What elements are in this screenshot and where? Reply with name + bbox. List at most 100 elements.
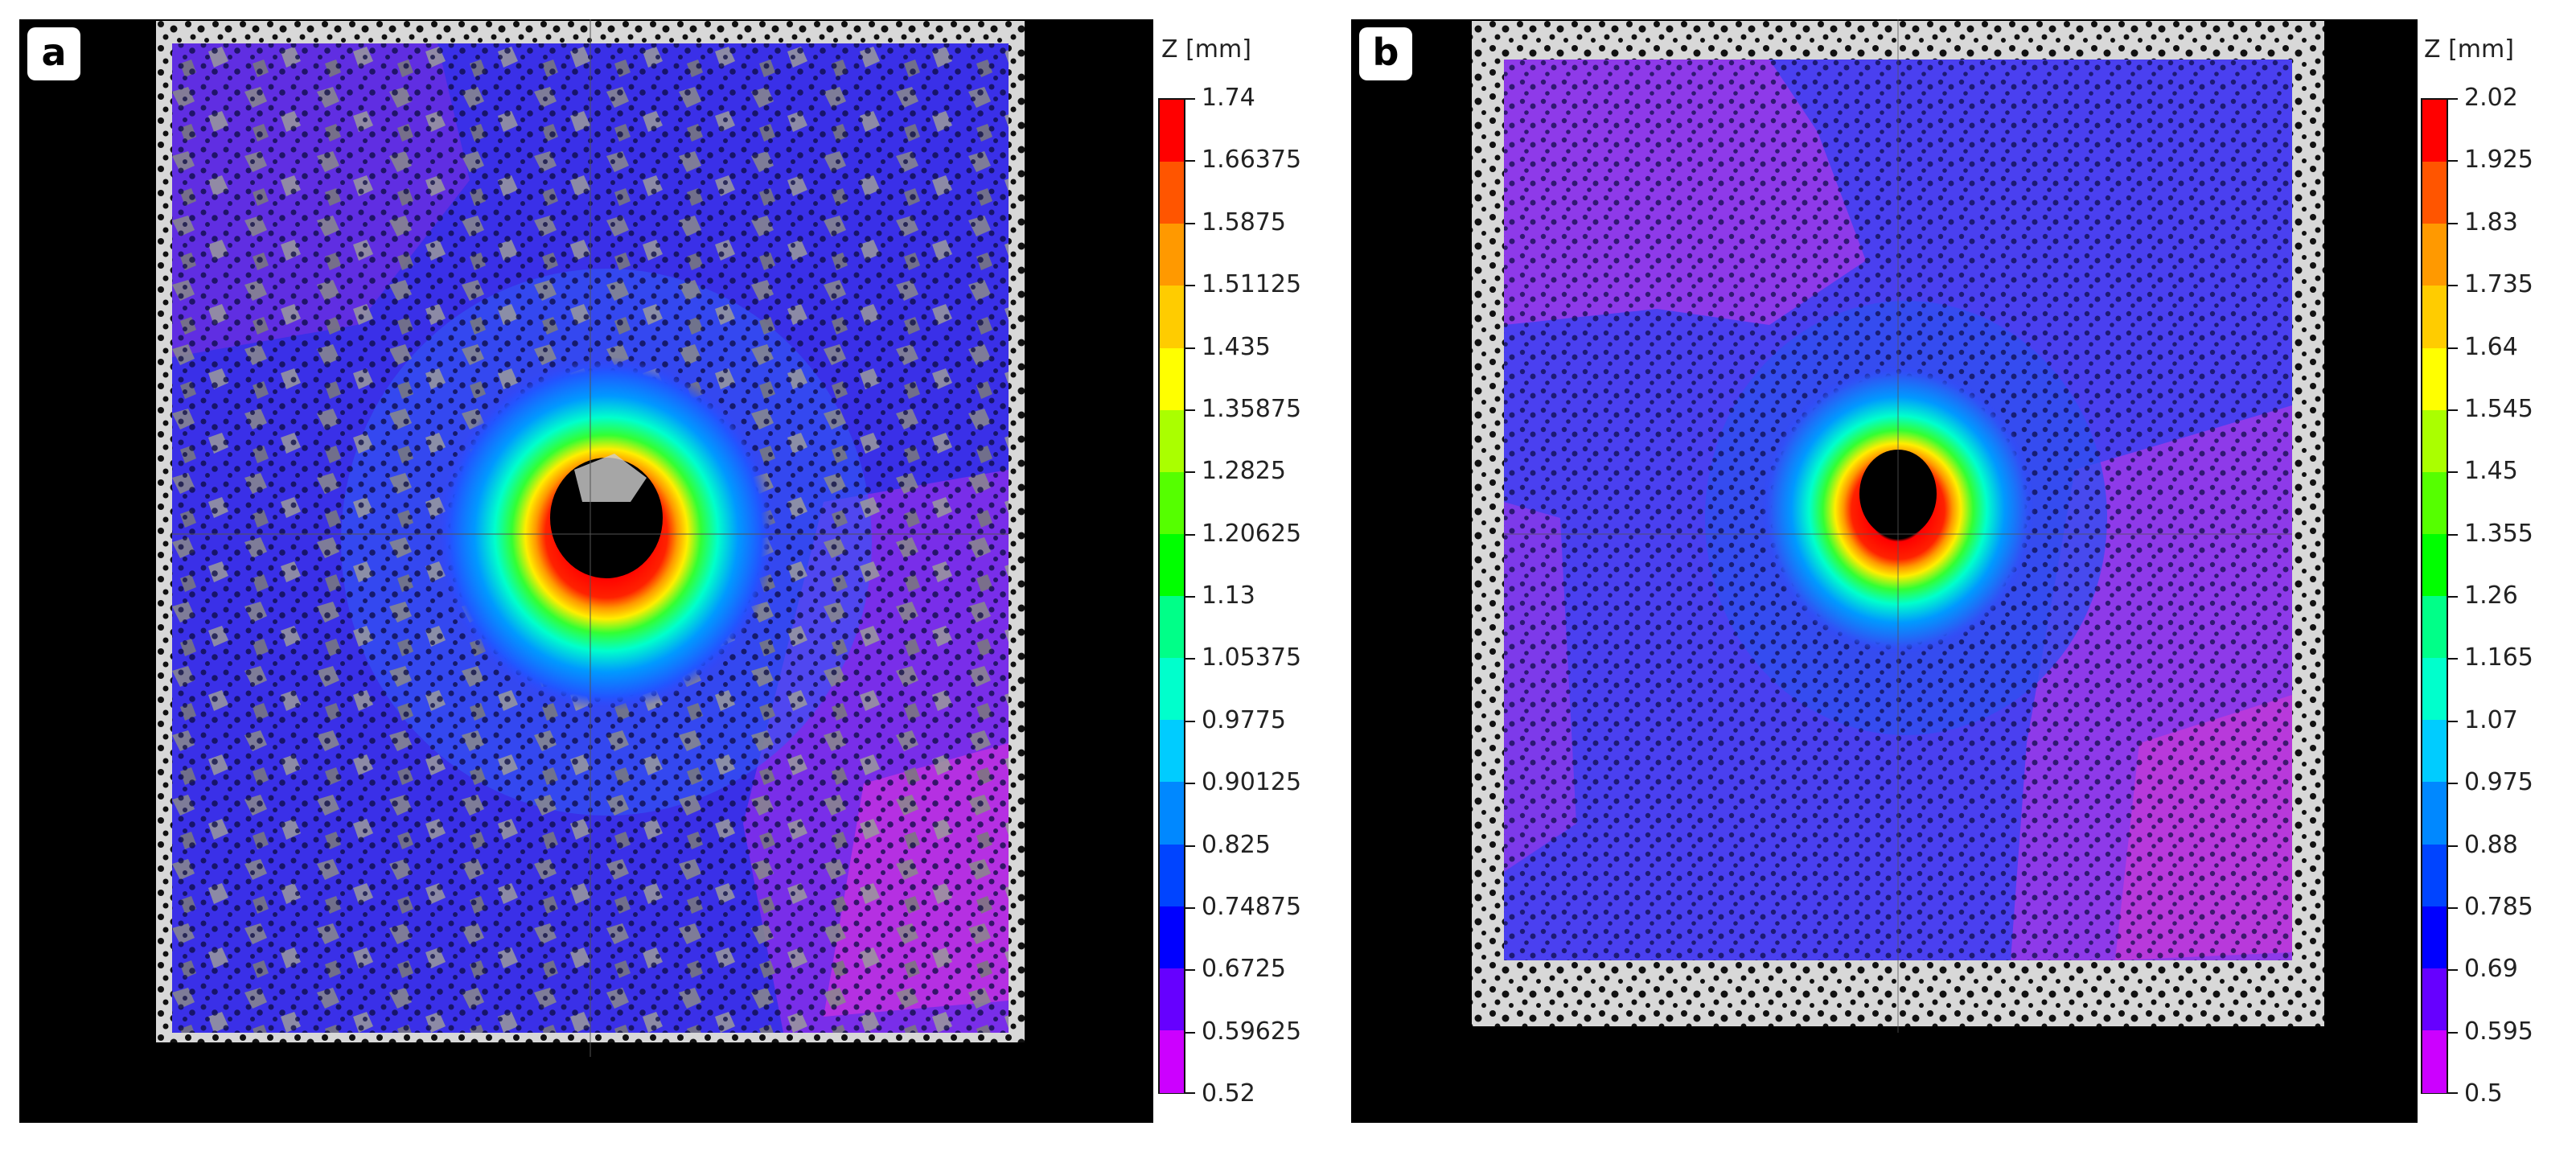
colorbar-tick-label: 1.925 — [2464, 146, 2533, 175]
legend-title-a: Z [mm] — [1161, 35, 1251, 64]
colorbar-segment — [2422, 224, 2447, 287]
colorbar-tick-label: 2.02 — [2464, 84, 2518, 112]
colorbar-tick — [2448, 347, 2458, 349]
colorbar-segment — [1160, 100, 1184, 163]
colorbar-tick-label: 0.52 — [1202, 1079, 1255, 1108]
colorbar-tick — [1185, 783, 1195, 785]
colorbar-tick-label: 1.74 — [1202, 84, 1255, 112]
colorbar-tick-label: 1.13 — [1202, 582, 1255, 610]
colorbar-tick-label: 1.545 — [2464, 394, 2533, 423]
panel-b-image: b — [1351, 19, 2418, 1123]
colorbar-tick — [1185, 906, 1195, 909]
colorbar-tick — [1185, 409, 1195, 411]
colorbar-tick — [1185, 160, 1195, 162]
colorbar-tick — [1185, 285, 1195, 287]
colorbar-segment — [1160, 162, 1184, 225]
colorbar-tick-label: 0.6725 — [1202, 955, 1286, 984]
panel-label-b: b — [1359, 27, 1412, 80]
colorbar-b — [2421, 98, 2448, 1094]
colorbar-tick-label: 0.785 — [2464, 892, 2533, 921]
colorbar-legend-a: Z [mm] 1.74 1.66375 1.5875 1.51125 1.435 1.35… — [1158, 35, 1327, 1129]
colorbar-tick-label: 1.165 — [2464, 643, 2533, 672]
colorbar-segment — [2422, 533, 2447, 597]
colorbar-segment — [1160, 286, 1184, 349]
colorbar-tick-label: 1.735 — [2464, 270, 2533, 299]
panel-label-a: a — [27, 27, 80, 80]
colorbar-segment — [2422, 286, 2447, 349]
colorbar-tick — [2448, 906, 2458, 909]
colorbar-segment — [1160, 224, 1184, 287]
colorbar-segment — [2422, 782, 2447, 845]
colorbar-tick-label: 0.5 — [2464, 1079, 2503, 1108]
specimen-a-contour — [156, 19, 1025, 1057]
colorbar-tick — [1185, 1092, 1195, 1094]
colorbar-tick-label: 0.90125 — [1202, 768, 1302, 797]
colorbar-segment — [2422, 844, 2447, 907]
colorbar-segment — [1160, 720, 1184, 783]
colorbar-segment — [2422, 720, 2447, 783]
colorbar-tick-label: 0.88 — [2464, 830, 2518, 859]
colorbar-segment — [2422, 596, 2447, 660]
colorbar-segment — [1160, 968, 1184, 1031]
colorbar-tick — [2448, 222, 2458, 224]
colorbar-tick — [2448, 1092, 2458, 1094]
colorbar-tick — [2448, 471, 2458, 474]
colorbar-segment — [2422, 409, 2447, 473]
colorbar-tick-label: 0.825 — [1202, 830, 1271, 859]
colorbar-segment — [2422, 471, 2447, 535]
colorbar-tick — [1185, 347, 1195, 349]
colorbar-segment — [1160, 658, 1184, 721]
specimen-b-contour — [1472, 19, 2324, 1033]
colorbar-segment — [2422, 1030, 2447, 1093]
colorbar-tick-label: 0.69 — [2464, 955, 2518, 984]
colorbar-tick-label: 1.05375 — [1202, 643, 1302, 672]
colorbar-tick-label: 0.595 — [2464, 1017, 2533, 1046]
colorbar-tick — [1185, 596, 1195, 598]
colorbar-tick-label: 1.355 — [2464, 519, 2533, 548]
colorbar-tick — [1185, 845, 1195, 847]
colorbar-segment — [1160, 782, 1184, 845]
colorbar-tick — [1185, 222, 1195, 224]
colorbar-tick — [2448, 596, 2458, 598]
colorbar-tick-label: 1.66375 — [1202, 146, 1302, 175]
colorbar-tick — [2448, 783, 2458, 785]
colorbar-segment — [2422, 658, 2447, 721]
colorbar-tick — [1185, 720, 1195, 722]
colorbar-tick — [2448, 1031, 2458, 1034]
colorbar-segment — [1160, 844, 1184, 907]
panel-a-image: a — [19, 19, 1153, 1123]
colorbar-tick-label: 0.9775 — [1202, 705, 1286, 734]
colorbar-tick — [2448, 409, 2458, 411]
colorbar-tick — [1185, 98, 1195, 100]
colorbar-segment — [2422, 162, 2447, 225]
colorbar-segment — [1160, 1030, 1184, 1093]
colorbar-tick-label: 1.83 — [2464, 208, 2518, 236]
colorbar-segment — [2422, 968, 2447, 1031]
colorbar-tick — [2448, 98, 2458, 100]
colorbar-tick-label: 1.35875 — [1202, 394, 1302, 423]
colorbar-tick-label: 1.64 — [2464, 332, 2518, 361]
colorbar-segment — [1160, 596, 1184, 660]
colorbar-segment — [1160, 533, 1184, 597]
colorbar-tick-label: 1.26 — [2464, 582, 2518, 610]
colorbar-tick-label: 1.5875 — [1202, 208, 1286, 236]
colorbar-segment — [1160, 347, 1184, 411]
colorbar-tick-label: 1.51125 — [1202, 270, 1302, 299]
colorbar-tick-label: 0.74875 — [1202, 892, 1302, 921]
colorbar-tick-label: 1.20625 — [1202, 519, 1302, 548]
colorbar-tick — [1185, 658, 1195, 660]
colorbar-segment — [1160, 906, 1184, 969]
colorbar-tick — [2448, 720, 2458, 722]
colorbar-tick-label: 1.2825 — [1202, 457, 1286, 486]
colorbar-tick — [2448, 969, 2458, 972]
colorbar-tick — [1185, 471, 1195, 474]
colorbar-tick — [2448, 533, 2458, 536]
colorbar-legend-b: Z [mm] 2.02 1.925 1.83 1.735 1.64 1.545 1.45 1.… — [2421, 35, 2576, 1129]
colorbar-tick-label: 1.07 — [2464, 705, 2518, 734]
colorbar-tick — [2448, 658, 2458, 660]
colorbar-tick — [2448, 285, 2458, 287]
colorbar-tick-label: 0.975 — [2464, 768, 2533, 797]
colorbar-a — [1158, 98, 1185, 1094]
colorbar-tick-label: 1.435 — [1202, 332, 1271, 361]
colorbar-segment — [2422, 100, 2447, 163]
